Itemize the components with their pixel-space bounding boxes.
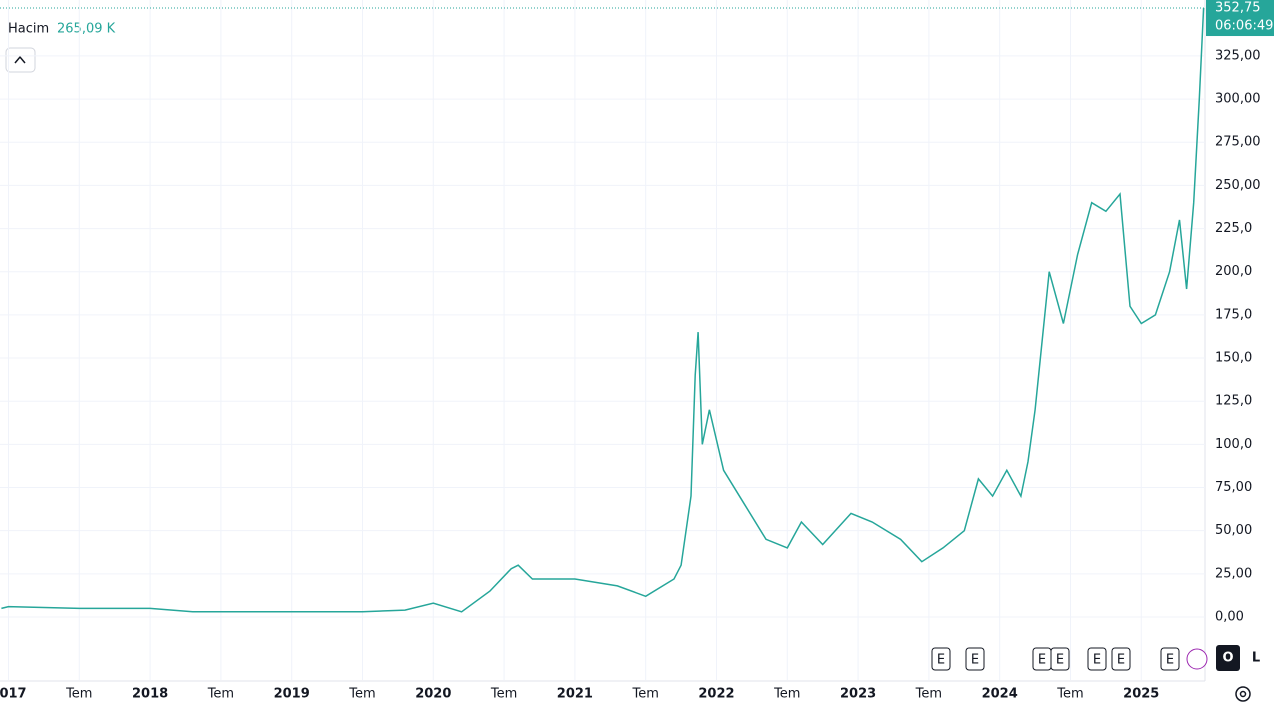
y-tick-label: 0,00	[1215, 609, 1244, 624]
button-label: O	[1222, 651, 1233, 666]
last-price: 352,75	[1215, 1, 1261, 16]
event-marker[interactable]	[1050, 647, 1070, 671]
y-tick-label: 75,00	[1215, 480, 1252, 495]
event-label: E	[937, 653, 945, 668]
y-tick-label: 250,00	[1215, 178, 1261, 193]
countdown: 06:06:49	[1215, 19, 1273, 34]
y-tick-label: 150,0	[1215, 351, 1252, 366]
event-label: E	[1117, 653, 1125, 668]
y-tick-label: 125,0	[1215, 394, 1252, 409]
y-tick-label: 200,0	[1215, 264, 1252, 279]
x-tick-label: Tem	[915, 687, 942, 702]
flash-marker[interactable]	[1186, 648, 1208, 670]
event-label: E	[1166, 653, 1174, 668]
volume-label: Hacim	[8, 22, 49, 37]
event-marker[interactable]	[1087, 647, 1107, 671]
y-tick-label: 325,00	[1215, 48, 1261, 63]
volume-value: 265,09 K	[57, 22, 116, 37]
collapse-button[interactable]	[5, 47, 36, 73]
y-tick-label: 25,00	[1215, 566, 1252, 581]
button-bg[interactable]	[1216, 645, 1240, 671]
y-tick-label: 100,0	[1215, 437, 1252, 452]
x-tick-label: Tem	[348, 687, 375, 702]
event-label: E	[1093, 653, 1101, 668]
x-tick-label: Tem	[207, 687, 234, 702]
x-tick-label: 2022	[698, 687, 734, 702]
x-tick-label: Tem	[1056, 687, 1083, 702]
button-label: L	[1252, 651, 1260, 666]
x-tick-label: 2021	[557, 687, 593, 702]
x-tick-label: 2025	[1123, 687, 1159, 702]
event-marker[interactable]	[965, 647, 985, 671]
y-tick-label: 175,0	[1215, 307, 1252, 322]
x-tick-label: 2020	[415, 687, 451, 702]
event-marker[interactable]	[1111, 647, 1131, 671]
x-tick-label: 2023	[840, 687, 876, 702]
event-label: E	[971, 653, 979, 668]
settings-icon	[1239, 690, 1247, 698]
x-tick-label: Tem	[773, 687, 800, 702]
x-tick-label: 2019	[274, 687, 310, 702]
x-tick-label: 2017	[0, 687, 27, 702]
event-label: E	[1038, 653, 1046, 668]
x-tick-label: Tem	[631, 687, 658, 702]
event-marker[interactable]	[1160, 647, 1180, 671]
collapse-icon	[14, 55, 26, 64]
y-tick-label: 275,00	[1215, 135, 1261, 150]
event-label: E	[1056, 653, 1064, 668]
last-price-box	[1206, 0, 1274, 37]
x-tick-label: 2024	[982, 687, 1018, 702]
x-tick-label: Tem	[490, 687, 517, 702]
y-tick-label: 50,00	[1215, 523, 1252, 538]
y-tick-label: 300,00	[1215, 92, 1261, 107]
price-line	[1, 7, 1205, 613]
x-tick-label: 2018	[132, 687, 168, 702]
y-tick-label: 225,0	[1215, 221, 1252, 236]
x-tick-label: Tem	[65, 687, 92, 702]
settings-button[interactable]	[1235, 686, 1251, 702]
event-marker[interactable]	[931, 647, 951, 671]
